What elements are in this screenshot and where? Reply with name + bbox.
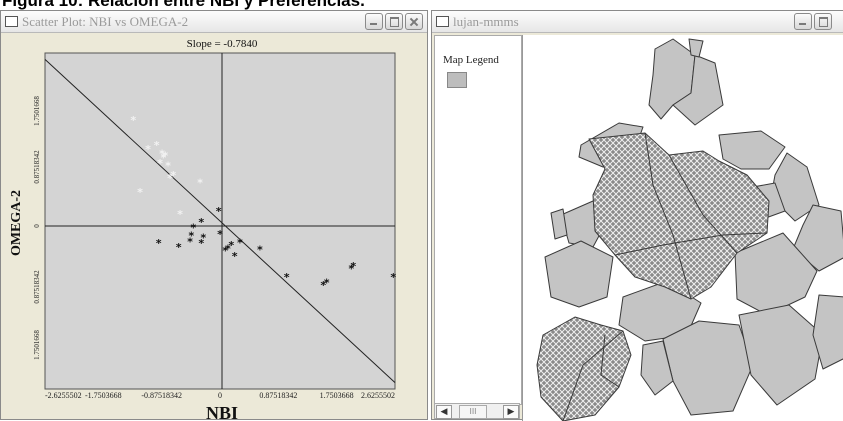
- x-tick-label: -0.87518342: [141, 391, 182, 400]
- close-button[interactable]: [405, 13, 423, 30]
- data-point: *: [225, 243, 232, 256]
- data-points: ** ************ * *** *****************: [130, 114, 397, 292]
- legend-scrollbar[interactable]: ◀ III ▶: [434, 403, 520, 419]
- data-point: *: [159, 148, 166, 161]
- data-point: *: [200, 232, 207, 245]
- internal-border: [614, 232, 768, 256]
- data-point: *: [153, 139, 160, 152]
- district-far-east[interactable]: [792, 204, 843, 272]
- data-point: *: [130, 114, 137, 127]
- data-point: *: [228, 239, 235, 252]
- legend-swatch[interactable]: [447, 72, 467, 88]
- data-point: *: [283, 271, 290, 284]
- district-southeast-edge[interactable]: [812, 294, 843, 370]
- y-tick-label: 1.7501668: [33, 330, 41, 360]
- data-point: *: [390, 271, 397, 284]
- data-point: *: [145, 143, 152, 156]
- map-titlebar[interactable]: lujan-mmms: [432, 11, 843, 33]
- x-tick-label: 2.6255502: [361, 391, 395, 400]
- scatter-plot: Slope = -0.7840 ** ************ * *** ******…: [1, 33, 427, 419]
- slope-label: Slope = -0.7840: [187, 38, 258, 50]
- map-window: lujan-mmms Map Legend ◀ III ▶: [431, 10, 843, 421]
- data-point: *: [198, 216, 205, 229]
- x-tick-label: 0: [218, 391, 222, 400]
- scroll-right-button[interactable]: ▶: [503, 405, 519, 419]
- district-southwest[interactable]: [544, 240, 614, 308]
- data-point: *: [175, 241, 182, 254]
- y-tick-label: 1.7501668: [33, 96, 41, 126]
- scroll-left-button[interactable]: ◀: [436, 405, 452, 419]
- maximize-button[interactable]: [385, 13, 403, 30]
- data-point: *: [257, 243, 264, 256]
- data-point: *: [160, 152, 167, 165]
- data-point: *: [323, 276, 330, 289]
- minimize-button[interactable]: [794, 13, 812, 30]
- data-point: *: [237, 236, 244, 249]
- maximize-button[interactable]: [814, 13, 832, 30]
- data-point: *: [187, 236, 194, 249]
- district-southwest-hatched[interactable]: [536, 316, 632, 421]
- data-point: *: [165, 159, 172, 172]
- data-point: *: [350, 260, 357, 273]
- internal-border: [668, 154, 738, 254]
- district-west-small[interactable]: [550, 208, 568, 240]
- map-window-title: lujan-mmms: [453, 14, 519, 29]
- district-north-tip[interactable]: [672, 54, 724, 126]
- internal-border: [562, 330, 624, 421]
- window-icon: [5, 16, 18, 27]
- data-point: *: [167, 172, 174, 185]
- data-point: *: [215, 205, 222, 218]
- data-point: *: [198, 237, 205, 250]
- minimize-button[interactable]: [365, 13, 383, 30]
- data-point: *: [170, 169, 177, 182]
- window-icon: [436, 16, 449, 27]
- district-southeast[interactable]: [738, 304, 824, 406]
- x-tick-label: -2.6255502: [45, 391, 82, 400]
- data-point: *: [217, 228, 224, 241]
- scatter-plot-window: Scatter Plot: NBI vs OMEGA-2 Slope = -0.…: [0, 10, 428, 420]
- data-point: *: [231, 250, 238, 263]
- district-center-hatched[interactable]: [588, 132, 770, 300]
- data-point: *: [157, 157, 164, 170]
- data-point: *: [162, 149, 169, 162]
- data-point: *: [188, 229, 195, 242]
- data-point: *: [320, 279, 327, 292]
- internal-border: [644, 132, 692, 300]
- y-axis-label: OMEGA-2: [9, 190, 24, 256]
- y-tick-label: 0: [33, 224, 41, 228]
- data-point: *: [177, 208, 184, 221]
- map-legend-pane: Map Legend: [434, 35, 522, 405]
- y-tick-labels: 1.7501668 0.87518342 0 0.87518342 1.7501668: [33, 96, 41, 360]
- data-point: *: [348, 262, 355, 275]
- district-east-lower[interactable]: [734, 232, 818, 316]
- x-axis-label: NBI: [206, 403, 238, 419]
- x-tick-label: 1.7503668: [320, 391, 354, 400]
- district-north-sliver[interactable]: [688, 38, 704, 58]
- district-south[interactable]: [662, 320, 754, 416]
- map-legend-title: Map Legend: [443, 54, 499, 66]
- district-map: [536, 38, 843, 421]
- x-tick-label: -1.7503668: [85, 391, 122, 400]
- x-tick-labels: -2.6255502 -1.7503668 -0.87518342 0 0.875183…: [45, 391, 395, 400]
- scatter-titlebar[interactable]: Scatter Plot: NBI vs OMEGA-2: [1, 11, 427, 33]
- data-point: *: [222, 244, 229, 257]
- internal-border: [600, 334, 620, 388]
- regression-line: [44, 59, 396, 383]
- figure-caption: Figura 10: Relación entre NBI y Preferen…: [2, 0, 365, 10]
- data-point: *: [197, 177, 204, 190]
- y-tick-label: 0.87518342: [33, 150, 41, 184]
- district-south-small[interactable]: [640, 340, 674, 396]
- map-view[interactable]: [522, 35, 843, 421]
- district-northeast[interactable]: [718, 130, 786, 170]
- x-tick-label: 0.87518342: [259, 391, 297, 400]
- y-tick-label: 0.87518342: [33, 270, 41, 304]
- scatter-window-title: Scatter Plot: NBI vs OMEGA-2: [22, 14, 189, 29]
- data-point: *: [155, 237, 162, 250]
- data-point: *: [190, 221, 197, 234]
- scroll-thumb[interactable]: III: [459, 405, 487, 419]
- data-point: *: [137, 186, 144, 199]
